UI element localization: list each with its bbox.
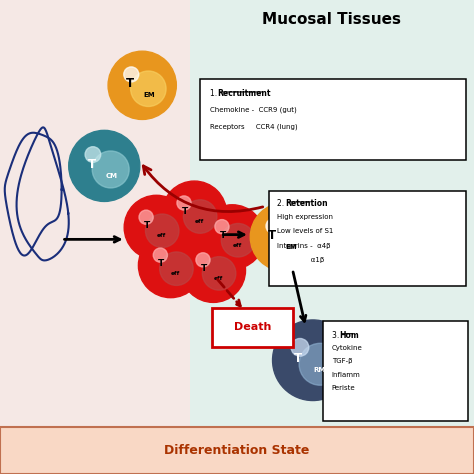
Text: T: T xyxy=(144,221,150,230)
FancyArrowPatch shape xyxy=(143,166,263,211)
FancyBboxPatch shape xyxy=(190,0,474,431)
Text: α1β: α1β xyxy=(277,257,325,263)
Text: EM: EM xyxy=(143,92,155,98)
FancyBboxPatch shape xyxy=(212,308,293,347)
Text: T: T xyxy=(268,228,276,242)
Text: T: T xyxy=(220,231,226,239)
Text: RM: RM xyxy=(314,367,326,373)
Text: eff: eff xyxy=(214,276,223,281)
Text: T: T xyxy=(201,264,207,273)
Circle shape xyxy=(202,256,236,290)
Circle shape xyxy=(139,210,153,224)
Text: Differentiation State: Differentiation State xyxy=(164,444,310,457)
Circle shape xyxy=(85,147,100,163)
Circle shape xyxy=(177,196,191,210)
Circle shape xyxy=(200,205,264,269)
FancyBboxPatch shape xyxy=(269,191,466,286)
Circle shape xyxy=(124,195,189,260)
Circle shape xyxy=(108,51,176,119)
FancyBboxPatch shape xyxy=(323,321,468,421)
Circle shape xyxy=(181,238,246,302)
Circle shape xyxy=(138,233,203,298)
Circle shape xyxy=(183,200,217,233)
Circle shape xyxy=(215,219,229,234)
Text: eff: eff xyxy=(233,243,242,248)
Circle shape xyxy=(92,151,129,188)
FancyBboxPatch shape xyxy=(200,79,466,160)
Circle shape xyxy=(266,219,281,234)
Text: Chemokine -  CCR9 (gut): Chemokine - CCR9 (gut) xyxy=(210,107,296,113)
Text: 2.: 2. xyxy=(277,199,287,208)
Text: eff: eff xyxy=(171,271,181,276)
Text: Retention: Retention xyxy=(285,199,328,208)
Text: Low levels of S1: Low levels of S1 xyxy=(277,228,334,235)
Text: Hom: Hom xyxy=(339,331,359,340)
Text: Receptors     CCR4 (lung): Receptors CCR4 (lung) xyxy=(210,123,297,130)
FancyBboxPatch shape xyxy=(0,0,190,431)
Circle shape xyxy=(124,67,139,82)
Text: Cytokine: Cytokine xyxy=(332,345,363,351)
Circle shape xyxy=(250,203,319,271)
Text: T: T xyxy=(294,352,302,365)
Circle shape xyxy=(153,248,167,262)
Text: Inflamm: Inflamm xyxy=(332,372,361,378)
Text: Death: Death xyxy=(234,322,271,332)
Circle shape xyxy=(299,343,341,385)
Text: T: T xyxy=(88,157,96,171)
Circle shape xyxy=(196,253,210,267)
FancyBboxPatch shape xyxy=(0,427,474,474)
Text: Periste: Periste xyxy=(332,385,356,391)
Circle shape xyxy=(273,223,308,258)
Text: EM: EM xyxy=(285,244,297,250)
Text: TGF-β: TGF-β xyxy=(332,358,352,365)
Circle shape xyxy=(131,71,166,107)
Circle shape xyxy=(69,130,140,201)
Circle shape xyxy=(160,252,193,285)
Circle shape xyxy=(291,338,309,356)
Circle shape xyxy=(162,181,227,246)
Text: eff: eff xyxy=(157,233,166,238)
Text: eff: eff xyxy=(195,219,204,224)
Circle shape xyxy=(273,320,353,401)
Text: T: T xyxy=(158,259,164,268)
Text: Recruitment: Recruitment xyxy=(217,89,271,98)
Circle shape xyxy=(221,223,255,257)
Text: Integrins -  α4β: Integrins - α4β xyxy=(277,243,331,249)
Text: CM: CM xyxy=(105,173,117,179)
Circle shape xyxy=(146,214,179,247)
Text: T: T xyxy=(126,77,134,90)
Text: 1.: 1. xyxy=(210,89,219,98)
Text: High expression: High expression xyxy=(277,214,333,220)
Text: Mucosal Tissues: Mucosal Tissues xyxy=(262,12,401,27)
Text: T: T xyxy=(182,207,188,216)
Text: 3.: 3. xyxy=(332,331,341,340)
